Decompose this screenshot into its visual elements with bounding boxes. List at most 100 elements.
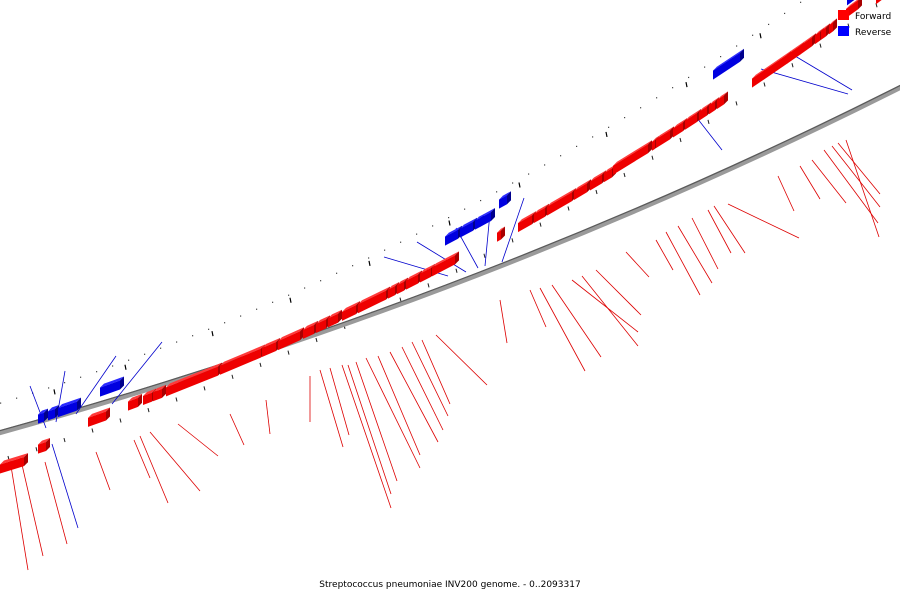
forward-gene[interactable] <box>752 50 791 88</box>
gene-side-face <box>44 408 48 422</box>
forward-gene[interactable] <box>0 453 28 474</box>
leader-line <box>329 367 350 436</box>
forward-gene[interactable] <box>128 393 142 411</box>
forward-gene[interactable] <box>328 309 342 328</box>
forward-gene[interactable] <box>547 188 576 216</box>
forward-gene[interactable] <box>829 18 837 35</box>
forward-gene[interactable] <box>406 270 422 290</box>
gene-front-face <box>547 192 572 216</box>
leader-line <box>355 361 398 482</box>
gene-side-face <box>858 0 862 10</box>
gene-top-face <box>800 33 816 46</box>
reverse-gene[interactable] <box>499 191 511 209</box>
forward-gene[interactable] <box>534 203 549 224</box>
forward-gene[interactable] <box>38 438 50 454</box>
minor-tick <box>640 107 642 109</box>
gene-front-face <box>497 230 501 242</box>
minor-tick <box>192 335 194 337</box>
forward-gene[interactable] <box>88 407 110 427</box>
gene-top-face <box>699 102 711 112</box>
forward-gene[interactable] <box>278 327 304 351</box>
leader-line <box>265 399 271 435</box>
minor-tick <box>287 350 290 355</box>
minor-tick <box>704 66 706 68</box>
reverse-gene[interactable] <box>460 217 477 238</box>
forward-gene[interactable] <box>673 118 687 138</box>
forward-gene[interactable] <box>574 179 591 200</box>
minor-tick <box>651 155 654 160</box>
reverse-gene[interactable] <box>713 48 744 80</box>
minor-tick <box>147 408 150 413</box>
gene-front-face <box>38 442 46 454</box>
forward-gene[interactable] <box>821 23 830 40</box>
reverse-gene[interactable] <box>847 0 856 6</box>
reverse-gene[interactable] <box>480 207 495 227</box>
forward-gene[interactable] <box>717 91 728 109</box>
leader-line <box>139 435 169 504</box>
map-caption: Streptococcus pneumoniae INV200 genome. … <box>319 580 580 590</box>
leader-line <box>177 423 219 457</box>
gene-front-face <box>420 267 431 283</box>
gene-top-face <box>128 393 142 402</box>
gene-front-face <box>821 27 826 40</box>
gene-top-face <box>342 301 360 312</box>
forward-gene[interactable] <box>876 0 900 5</box>
minor-tick <box>231 374 234 379</box>
leader-line <box>149 431 201 492</box>
leader-line <box>691 217 719 270</box>
gene-front-face <box>388 286 395 299</box>
forward-gene[interactable] <box>153 384 166 402</box>
forward-gene[interactable] <box>262 337 280 358</box>
leader-line <box>411 341 449 417</box>
forward-gene[interactable] <box>656 126 674 149</box>
gene-top-face <box>685 109 701 121</box>
leader-line <box>111 341 163 405</box>
leader-line <box>435 334 488 386</box>
minor-tick <box>720 56 722 58</box>
gene-front-face <box>613 144 648 175</box>
tick-mark <box>448 220 451 226</box>
minor-tick <box>320 280 322 282</box>
forward-gene[interactable] <box>800 33 816 55</box>
leader-line <box>831 145 881 208</box>
gene-front-face <box>699 106 707 121</box>
gene-front-face <box>262 341 276 358</box>
forward-gene[interactable] <box>497 226 505 242</box>
gene-front-face <box>709 101 715 115</box>
gene-top-face <box>460 217 477 229</box>
reverse-gene[interactable] <box>100 376 124 397</box>
forward-gene[interactable] <box>518 211 536 233</box>
gene-top-face <box>673 118 687 129</box>
reverse-gene[interactable] <box>853 0 862 1</box>
forward-gene[interactable] <box>432 251 459 277</box>
gene-front-face <box>480 211 491 227</box>
gene-top-face <box>752 50 791 79</box>
gene-top-face <box>153 384 166 393</box>
leader-line <box>133 439 151 479</box>
gene-top-face <box>652 135 659 142</box>
tick-mark <box>211 330 214 337</box>
leader-line <box>75 355 117 415</box>
tick-mark <box>685 82 688 88</box>
gene-front-face <box>604 168 612 183</box>
gene-top-face <box>48 405 59 412</box>
forward-gene[interactable] <box>220 344 265 375</box>
leader-line <box>19 455 44 557</box>
leader-line <box>421 339 451 405</box>
gene-front-face <box>100 380 120 397</box>
minor-tick <box>624 117 626 119</box>
gene-front-face <box>432 255 455 277</box>
gene-front-face <box>829 22 833 35</box>
forward-gene[interactable] <box>590 170 606 191</box>
gene-top-face <box>143 388 156 397</box>
reverse-gene[interactable] <box>445 225 462 246</box>
gene-top-face <box>397 277 408 286</box>
minor-tick <box>763 82 766 87</box>
reverse-gene[interactable] <box>38 408 48 424</box>
forward-gene[interactable] <box>685 109 701 130</box>
gene-front-face <box>652 139 655 151</box>
reverse-gene[interactable] <box>58 397 81 418</box>
gene-top-face <box>829 18 837 26</box>
forward-gene[interactable] <box>613 140 652 175</box>
